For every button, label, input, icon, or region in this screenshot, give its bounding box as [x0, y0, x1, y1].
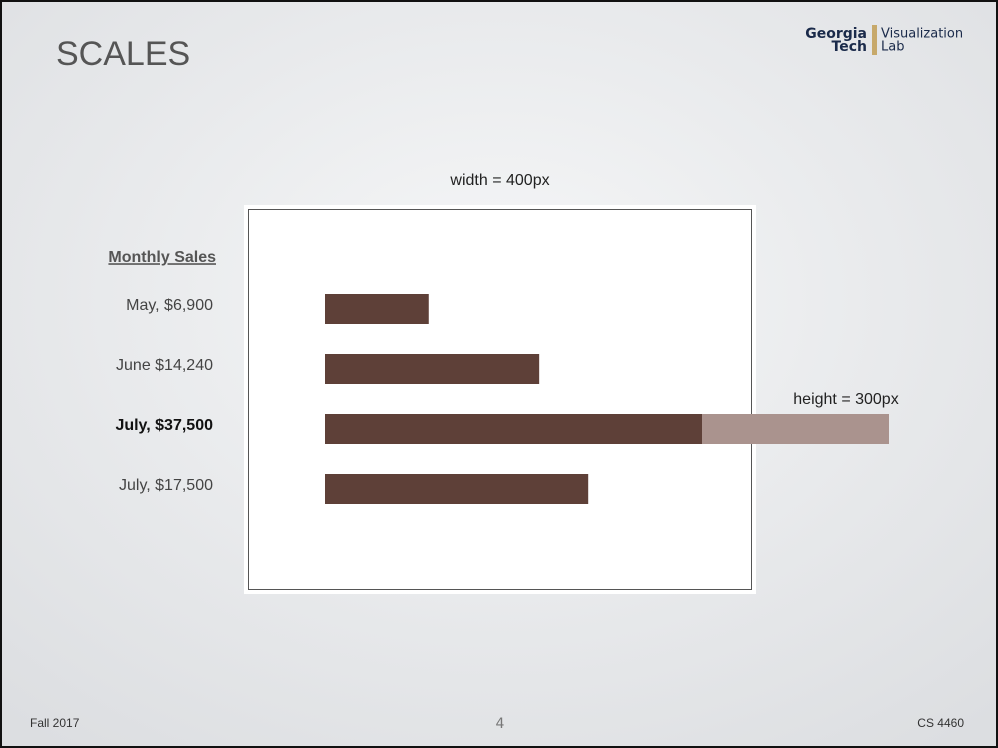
page-number: 4 — [496, 716, 505, 732]
logo-text: Georgia — [805, 26, 867, 42]
sales-label: July, $17,500 — [119, 477, 213, 494]
list-title: Monthly Sales — [108, 249, 216, 266]
title: SCALES — [56, 35, 190, 73]
bar — [325, 354, 540, 384]
sales-label: July, $37,500 — [115, 417, 213, 434]
box — [248, 209, 752, 590]
logo-text: Tech — [832, 39, 867, 55]
sales-label: May, $6,900 — [126, 297, 213, 314]
logo-bar — [872, 25, 877, 55]
bar — [325, 294, 429, 324]
logo-text: Lab — [881, 40, 904, 55]
width-label: width = 400px — [449, 172, 549, 189]
bar — [325, 474, 589, 504]
height-label: height = 300px — [793, 391, 898, 408]
sales-label: June $14,240 — [116, 357, 213, 374]
logo-text: Visualization — [881, 27, 963, 42]
footer-left: Fall 2017 — [30, 716, 80, 730]
bar — [325, 414, 702, 444]
logo: Georgia Tech Visualization Lab — [805, 25, 963, 55]
footer-right: CS 4460 — [917, 716, 964, 730]
